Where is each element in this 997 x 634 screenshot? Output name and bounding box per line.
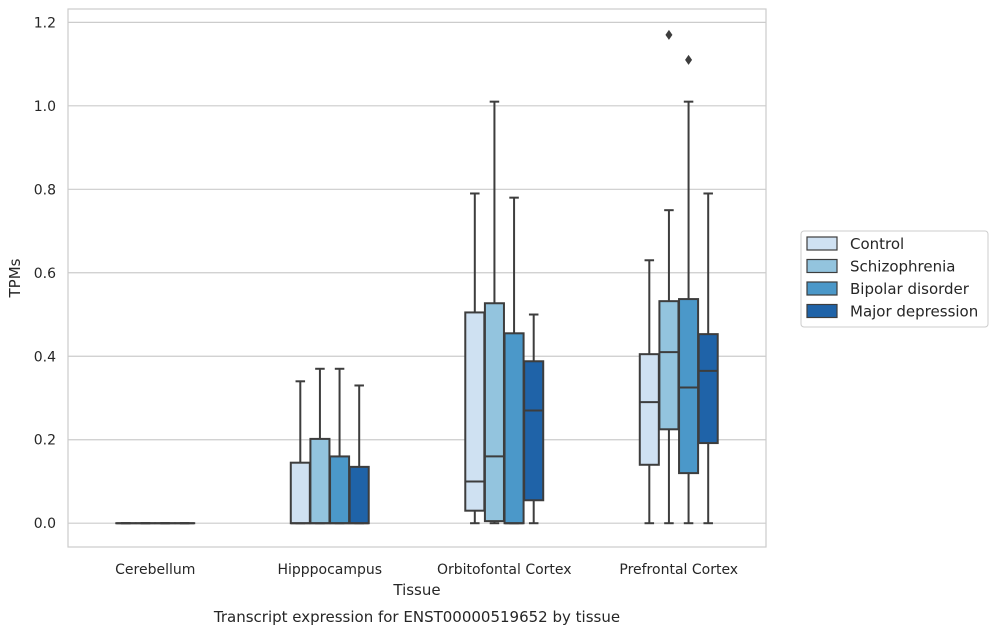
x-axis-title: Tissue: [392, 581, 440, 599]
chart-caption: Transcript expression for ENST0000051965…: [213, 608, 620, 626]
y-tick-label: 1.0: [34, 99, 56, 115]
y-tick-label: 0.8: [34, 182, 56, 198]
legend-frame: [800, 230, 989, 328]
outlier-marker: [685, 54, 693, 65]
box-iqr: [503, 332, 525, 525]
legend: Control Schizophrenia Bipolar disorder Majo…: [800, 230, 989, 328]
outlier-marker: [665, 29, 673, 40]
y-tick-label: 1.2: [34, 15, 56, 31]
box-iqr: [329, 455, 351, 525]
y-tick-label: 0.6: [34, 266, 56, 282]
legend-swatch: [806, 303, 838, 319]
box-iqr: [658, 300, 680, 431]
box-iqr: [289, 461, 311, 525]
box-schizophrenia: [309, 367, 331, 525]
box-control: [638, 259, 660, 525]
y-axis-ticks: 0.0 0.2 0.4 0.6 0.8 1.0 1.2: [34, 15, 56, 532]
box-iqr: [309, 437, 331, 525]
box-iqr: [523, 360, 545, 502]
box-iqr: [638, 353, 660, 466]
x-tick-label: Cerebellum: [115, 562, 195, 578]
box-iqr: [348, 465, 370, 525]
y-axis-title: TPMs: [6, 258, 24, 298]
box-bipolar-disorder: [503, 196, 525, 525]
y-tick-label: 0.0: [34, 516, 56, 532]
legend-swatch: [806, 236, 838, 251]
boxes: [115, 29, 719, 525]
box-schizophrenia: [483, 100, 505, 525]
legend-label: Major depression: [850, 303, 978, 321]
legend-swatch: [806, 281, 838, 296]
legend-label: Bipolar disorder: [850, 280, 970, 298]
box-control: [289, 380, 311, 525]
x-tick-label: Orbitofontal Cortex: [437, 562, 572, 578]
plot-frame: [67, 8, 767, 548]
y-tick-label: 0.2: [34, 433, 56, 449]
box-major-depression: [348, 384, 370, 525]
legend-label: Control: [850, 235, 904, 253]
box-iqr: [678, 298, 700, 475]
box-iqr: [697, 333, 719, 445]
legend-swatch: [806, 258, 838, 274]
x-tick-label: Hipppocampus: [277, 562, 382, 578]
box-major-depression: [697, 192, 719, 525]
legend-label: Schizophrenia: [850, 258, 955, 276]
y-tick-label: 0.4: [34, 349, 56, 365]
box-iqr: [483, 302, 505, 523]
x-tick-label: Prefrontal Cortex: [619, 562, 738, 578]
x-axis-ticks: Cerebellum Hipppocampus Orbitofontal Corte…: [115, 562, 738, 578]
box-major-depression: [523, 313, 545, 525]
